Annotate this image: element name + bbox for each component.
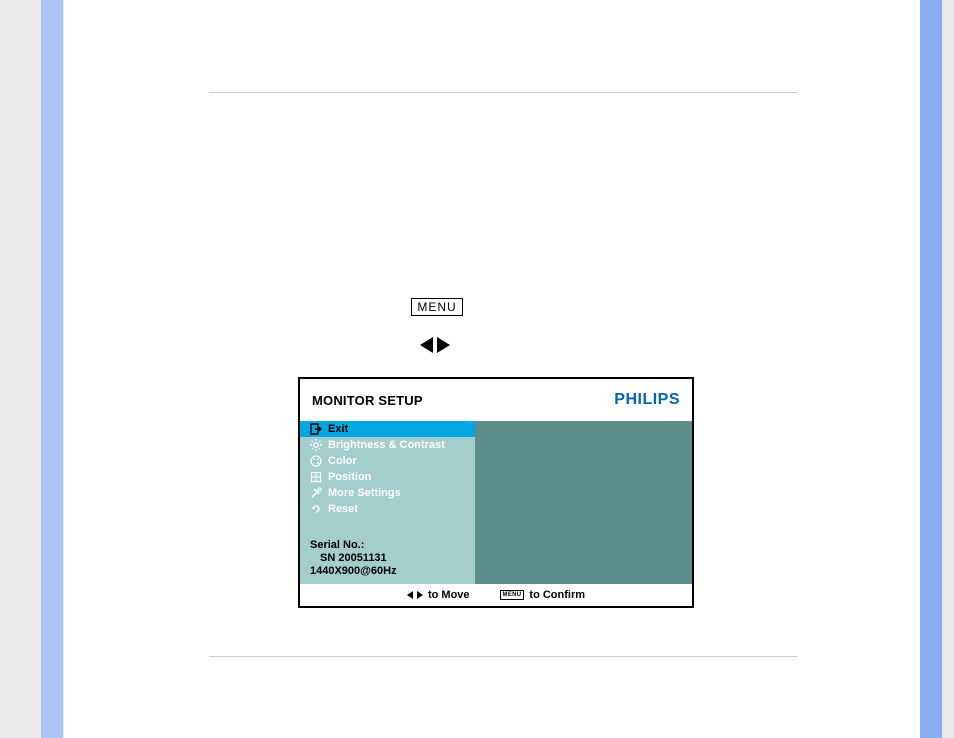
menu-button[interactable]: MENU [411, 298, 463, 316]
menu-item-position[interactable]: Position [300, 469, 475, 485]
rule-top [209, 92, 797, 93]
menu-item-label: Brightness & Contrast [328, 439, 445, 451]
osd-body: Exit Brightness & Contrast Color Position Mo… [300, 421, 692, 584]
osd-header: MONITOR SETUP PHILIPS [300, 379, 692, 421]
move-label: to Move [428, 589, 470, 601]
menu-item-reset[interactable]: Reset [300, 501, 475, 517]
exit-icon [310, 423, 322, 435]
position-icon [310, 471, 322, 483]
osd-menu-list: Exit Brightness & Contrast Color Position Mo… [300, 421, 475, 517]
reset-icon [310, 503, 322, 515]
left-stripe [41, 0, 63, 738]
menu-item-label: Color [328, 455, 357, 467]
left-right-arrows-icon [416, 336, 454, 354]
menu-item-label: More Settings [328, 487, 401, 499]
serial-label: Serial No.: [310, 539, 397, 552]
menu-item-label: Exit [328, 423, 348, 435]
confirm-label: to Confirm [529, 589, 585, 601]
right-stripe [920, 0, 942, 738]
tools-icon [310, 487, 322, 499]
menu-item-label: Position [328, 471, 371, 483]
brand-logo: PHILIPS [614, 391, 680, 409]
menu-item-label: Reset [328, 503, 358, 515]
osd-menu-pane: Exit Brightness & Contrast Color Position Mo… [300, 421, 475, 584]
menu-item-brightness-contrast[interactable]: Brightness & Contrast [300, 437, 475, 453]
menu-item-exit[interactable]: Exit [300, 421, 475, 437]
osd-title: MONITOR SETUP [312, 393, 423, 408]
serial-value: SN 20051131 [310, 552, 397, 565]
osd-serial-block: Serial No.: SN 20051131 1440X900@60Hz [310, 539, 397, 578]
menu-item-more-settings[interactable]: More Settings [300, 485, 475, 501]
footer-move: to Move [407, 589, 470, 601]
menu-item-color[interactable]: Color [300, 453, 475, 469]
arrows-icon [407, 590, 423, 600]
osd-footer: to Move MENU to Confirm [300, 584, 692, 606]
menu-tag-icon: MENU [500, 590, 525, 600]
document-panel: MENU MONITOR SETUP PHILIPS Exit Brightnes… [64, 0, 920, 738]
rule-bottom [209, 656, 797, 657]
osd-window: MONITOR SETUP PHILIPS Exit Brightness & C… [298, 377, 694, 608]
palette-icon [310, 455, 322, 467]
sun-icon [310, 439, 322, 451]
footer-confirm: MENU to Confirm [500, 589, 585, 601]
osd-content-pane [475, 421, 692, 584]
resolution-value: 1440X900@60Hz [310, 565, 397, 578]
